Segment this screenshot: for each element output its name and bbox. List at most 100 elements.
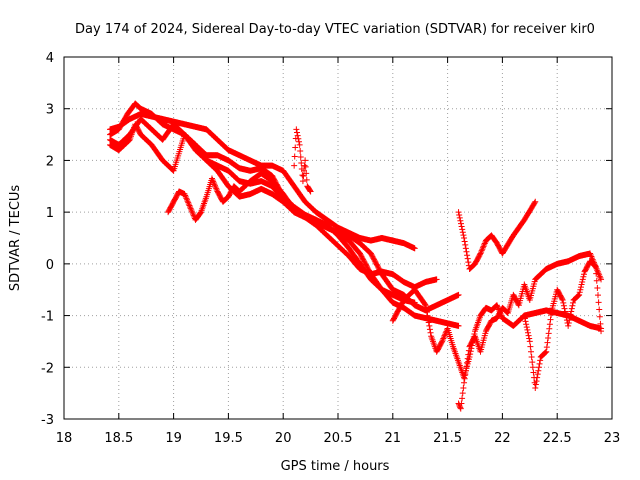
- data-point: [457, 217, 464, 224]
- data-point: [300, 172, 307, 179]
- data-point: [525, 332, 532, 339]
- data-point: [439, 338, 446, 345]
- data-point: [548, 311, 555, 318]
- data-point: [209, 176, 216, 183]
- data-point: [459, 395, 466, 402]
- data-point: [183, 196, 190, 203]
- data-point: [457, 404, 464, 411]
- data-point: [426, 326, 433, 333]
- data-point: [213, 187, 220, 194]
- data-point: [478, 249, 485, 256]
- data-point: [568, 305, 575, 312]
- data-point: [527, 343, 534, 350]
- data-point: [476, 251, 483, 258]
- axis-ticks: [63, 56, 613, 420]
- data-point: [456, 214, 463, 221]
- data-point: [574, 293, 581, 300]
- data-point: [528, 348, 535, 355]
- data-point: [295, 135, 302, 142]
- data-point: [545, 334, 552, 341]
- data-point: [460, 232, 467, 239]
- data-point: [422, 301, 429, 308]
- data-point: [568, 308, 575, 315]
- data-point: [301, 162, 308, 169]
- data-point: [292, 144, 299, 151]
- data-point: [291, 162, 298, 169]
- data-point: [481, 240, 488, 247]
- data-point: [596, 306, 603, 313]
- data-point: [295, 138, 302, 145]
- data-point: [576, 289, 583, 296]
- data-point: [521, 315, 528, 322]
- x-tick-label: 21.5: [433, 431, 462, 446]
- data-point: [459, 229, 466, 236]
- data-point: [532, 198, 539, 205]
- data-point: [210, 178, 217, 185]
- series-arc-10: [291, 126, 314, 195]
- data-point: [480, 243, 487, 250]
- data-point: [478, 247, 485, 254]
- data-point: [461, 379, 468, 386]
- data-point: [526, 338, 533, 345]
- data-point: [592, 263, 599, 270]
- y-tick-label: -1: [41, 310, 54, 325]
- data-point: [532, 384, 539, 391]
- data-point: [465, 259, 472, 266]
- data-point: [596, 313, 603, 320]
- data-point: [542, 349, 549, 356]
- data-point: [597, 320, 604, 327]
- data-point: [181, 191, 188, 198]
- y-tick-label: 2: [46, 154, 54, 169]
- data-point: [186, 202, 193, 209]
- data-point: [457, 220, 464, 227]
- y-tick-label: 3: [46, 103, 54, 118]
- x-tick-label: 19: [165, 431, 182, 446]
- data-point: [598, 328, 605, 335]
- data-point: [559, 297, 566, 304]
- data-point: [535, 364, 542, 371]
- data-point: [189, 209, 196, 216]
- data-point: [529, 364, 536, 371]
- x-tick-label: 23: [604, 431, 621, 446]
- data-point: [183, 195, 190, 202]
- data-point: [461, 235, 468, 241]
- data-point: [302, 163, 309, 170]
- data-point: [593, 270, 600, 277]
- data-point: [535, 367, 542, 374]
- data-point: [464, 252, 471, 259]
- data-point: [459, 226, 466, 233]
- data-point: [593, 277, 600, 284]
- data-point: [464, 255, 471, 262]
- data-point: [544, 339, 551, 346]
- data-point: [533, 378, 540, 385]
- series-arc-7: [455, 250, 605, 412]
- y-axis-label: SDTVAR / TECUs: [8, 185, 23, 292]
- data-point: [185, 201, 192, 208]
- data-point: [523, 321, 530, 328]
- data-point: [185, 199, 192, 206]
- data-point: [208, 175, 215, 182]
- data-point: [494, 303, 501, 310]
- data-point: [291, 153, 298, 160]
- x-tick-label: 21: [385, 431, 402, 446]
- data-point: [481, 241, 488, 248]
- data-point: [411, 245, 418, 252]
- data-point: [577, 284, 584, 291]
- series-arc-5: [165, 170, 440, 291]
- data-point: [580, 273, 587, 280]
- data-point: [546, 321, 553, 328]
- data-point: [460, 384, 467, 391]
- data-point: [534, 374, 541, 381]
- chart-title: Day 174 of 2024, Sidereal Day-to-day VTE…: [75, 22, 595, 37]
- data-point: [580, 271, 587, 278]
- data-point: [463, 248, 470, 255]
- data-point: [528, 353, 535, 360]
- data-point: [294, 132, 301, 139]
- data-point: [570, 299, 577, 306]
- data-point: [566, 317, 573, 324]
- data-point: [567, 311, 574, 318]
- x-tick-label: 19.5: [214, 431, 243, 446]
- data-point: [459, 390, 466, 397]
- data-point: [425, 316, 432, 323]
